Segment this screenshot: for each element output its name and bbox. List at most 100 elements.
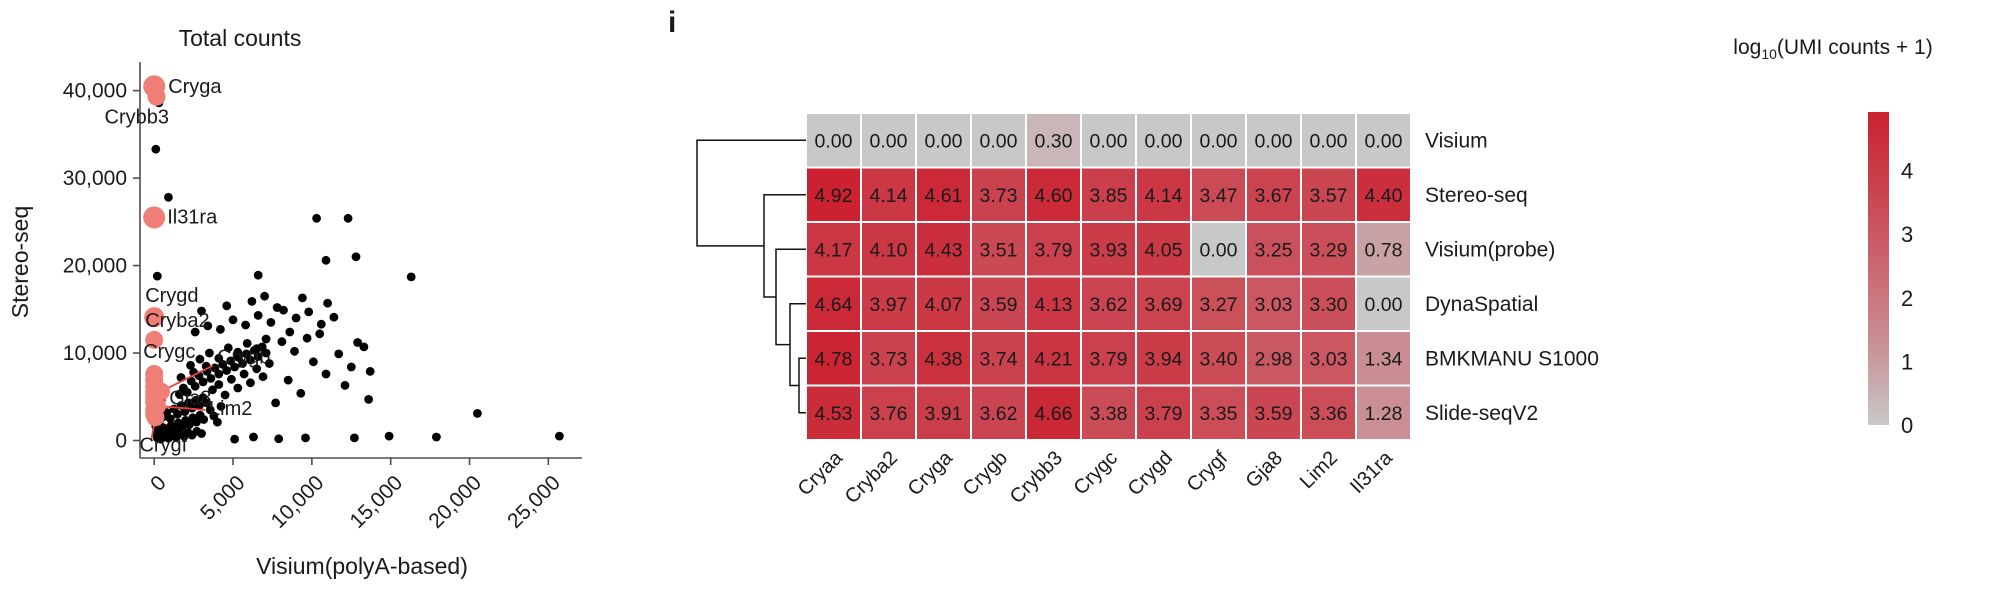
heatmap-cell-value: 3.94 [1145,348,1183,370]
gene-label: Gja8 [169,388,211,410]
heatmap-cell-value: 4.43 [925,239,963,261]
heatmap-cell-value: 3.30 [1310,294,1348,316]
colorbar-gradient [1868,112,1889,425]
heatmap-col-label: Cryga [904,446,958,500]
scatter-point [290,346,299,356]
heatmap-cell [1247,332,1300,385]
scatter-point [186,360,195,370]
heatmap-cell-value: 4.17 [815,239,853,261]
scatter-point [214,369,224,379]
scatter-point [260,291,269,301]
heatmap-cell [1027,223,1080,276]
heatmap-cell-value: 3.79 [1145,403,1183,425]
heatmap-cell-value: 3.79 [1090,348,1128,370]
scatter-point [197,429,206,438]
scatter-point [198,377,208,387]
scatter-point [351,252,361,262]
heatmap-cell [1082,168,1135,221]
heatmap-cell-value: 4.92 [815,185,853,207]
heatmap-cell [972,168,1025,221]
highlighted-point [147,87,166,106]
scatter-point [195,354,205,364]
scatter-point [173,409,182,419]
scatter-point [246,355,255,365]
gene-label: Crybb3 [105,107,169,129]
gene-label-leader-line [160,364,214,393]
heatmap-cell-value: 4.66 [1035,403,1073,425]
heatmap-cell [1357,332,1410,385]
heatmap-cell-value: 3.69 [1145,294,1183,316]
heatmap-cell [1357,168,1410,221]
heatmap-cell-value: 3.73 [870,348,908,370]
heatmap-cell-value: 4.13 [1035,294,1073,316]
heatmap-cell [1247,277,1300,330]
y-tick-label: 40,000 [63,80,127,103]
gene-label: Cryba2 [145,310,209,332]
heatmap-cell [807,277,860,330]
heatmap-cell [1137,386,1190,439]
scatter-point [253,270,263,280]
colorbar-tick-label: 4 [1901,159,1913,184]
scatter-point [227,374,236,384]
heatmap-cell-value: 0.00 [980,130,1018,152]
heatmap-cell-value: 0.00 [1255,130,1293,152]
scatter-point [291,313,301,323]
scatter-point [312,213,321,223]
heatmap-cell-value: 1.34 [1365,348,1403,370]
scatter-point [182,388,192,397]
heatmap-cell [1192,223,1245,276]
heatmap-cell-value: 1.28 [1365,403,1403,425]
heatmap-cell [1247,114,1300,167]
scatter-plot: Total counts Visium(polyA-based) Stereo-… [7,25,582,579]
heatmap-col-label: Cryaa [794,446,848,500]
gene-label: Lim2 [209,398,252,420]
scatter-point [247,297,257,306]
scatter-point [365,367,375,376]
scatter-point [277,337,287,347]
colorbar-tick-label: 2 [1901,286,1913,311]
panel-label: i [668,6,677,39]
scatter-point [264,359,274,368]
scatter-point [329,312,339,322]
heatmap-cell [1082,223,1135,276]
scatter-point [283,375,293,385]
scatter-point [220,390,230,400]
heatmap-cell-value: 4.64 [815,294,853,316]
heatmap-col-label: Il31ra [1346,446,1398,498]
heatmap-cell [1137,168,1190,221]
heatmap-cell-value: 3.59 [980,294,1018,316]
heatmap-grid: 0.00 0.00 0.00 0.00 0.30 0.00 0.00 0.00 0.00 0.00… [807,114,1410,439]
heatmap-cell [807,386,860,439]
scatter-x-axis-label: Visium(polyA-based) [256,553,468,579]
scatter-point [315,329,325,339]
heatmap-cell [1247,386,1300,439]
heatmap-cell-value: 3.35 [1200,403,1238,425]
scatter-point [316,319,326,329]
heatmap-cell [917,114,970,167]
heatmap-cell [1082,332,1135,385]
heatmap-cell-value: 3.97 [870,294,908,316]
heatmap-cell-value: 3.62 [1090,294,1128,316]
heatmap-cell [862,223,915,276]
heatmap-cell-value: 4.07 [925,294,963,316]
heatmap-cell [972,386,1025,439]
heatmap-col-label: Gja8 [1242,447,1287,492]
scatter-point [214,380,224,389]
scatter-plot-area: 0 10,000 20,000 30,000 40,000 0 5,000 10,000 15,… [63,62,582,533]
heatmap-cell-value: 3.03 [1255,294,1293,316]
heatmap-row-label: Visium(probe) [1425,238,1555,261]
scatter-point [230,362,240,372]
scatter-point [222,301,232,311]
scatter-point [359,342,369,352]
scatter-point [296,388,306,398]
scatter-point [202,398,211,408]
heatmap-cell [1302,168,1355,221]
x-tick-label: 15,000 [346,471,408,533]
heatmap-cell [862,114,915,167]
heatmap-cell-value: 3.36 [1310,403,1348,425]
heatmap-cell-value: 0.30 [1035,130,1073,152]
highlighted-point [144,307,165,328]
scatter-point [199,415,209,424]
scatter-point [239,369,249,379]
